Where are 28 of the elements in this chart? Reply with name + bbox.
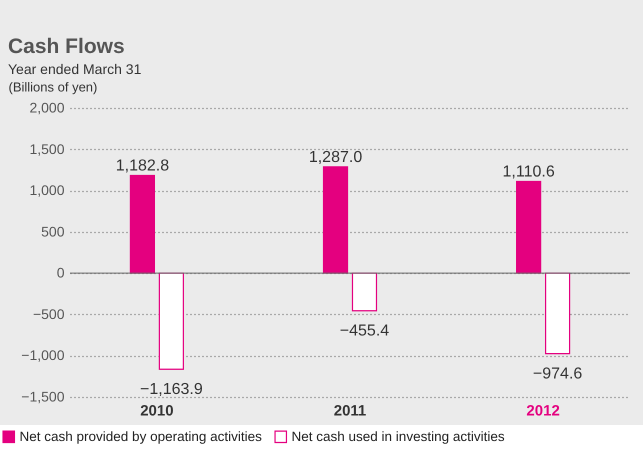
x-tick-label: 2010 [140,402,174,420]
y-tick-label: 1,000 [29,182,65,198]
y-tick-label: 1,500 [29,140,65,157]
data-label: −974.6 [532,366,582,383]
data-label: 1,182.8 [116,157,170,174]
bar [130,174,156,274]
data-label: −455.4 [340,322,390,340]
y-axis-title: (Billions of yen) [8,80,98,94]
y-tick-label: −1,500 [21,388,65,404]
chart-subtitle: Year ended March 31 [8,61,142,77]
y-tick-label: 2,000 [29,100,65,116]
bar [516,180,542,274]
y-tick-label: −1,000 [21,347,65,364]
y-tick-label: 500 [41,223,65,240]
data-label: 1,287.0 [308,148,362,166]
data-label: 1,110.6 [502,163,555,180]
legend-label: Net cash used in investing activities [292,428,505,444]
y-tick-label: 0 [56,264,65,281]
bar [544,272,570,354]
data-label: −1,163.9 [140,381,203,398]
legend-label: Net cash provided by operating activities [20,428,262,444]
chart-title: Cash Flows [8,35,125,58]
bar [322,166,348,274]
x-tick-label: 2012 [526,402,560,420]
y-tick-label: −500 [32,306,65,322]
bar [352,272,378,312]
bar [158,272,184,370]
x-tick-label: 2011 [334,402,366,420]
